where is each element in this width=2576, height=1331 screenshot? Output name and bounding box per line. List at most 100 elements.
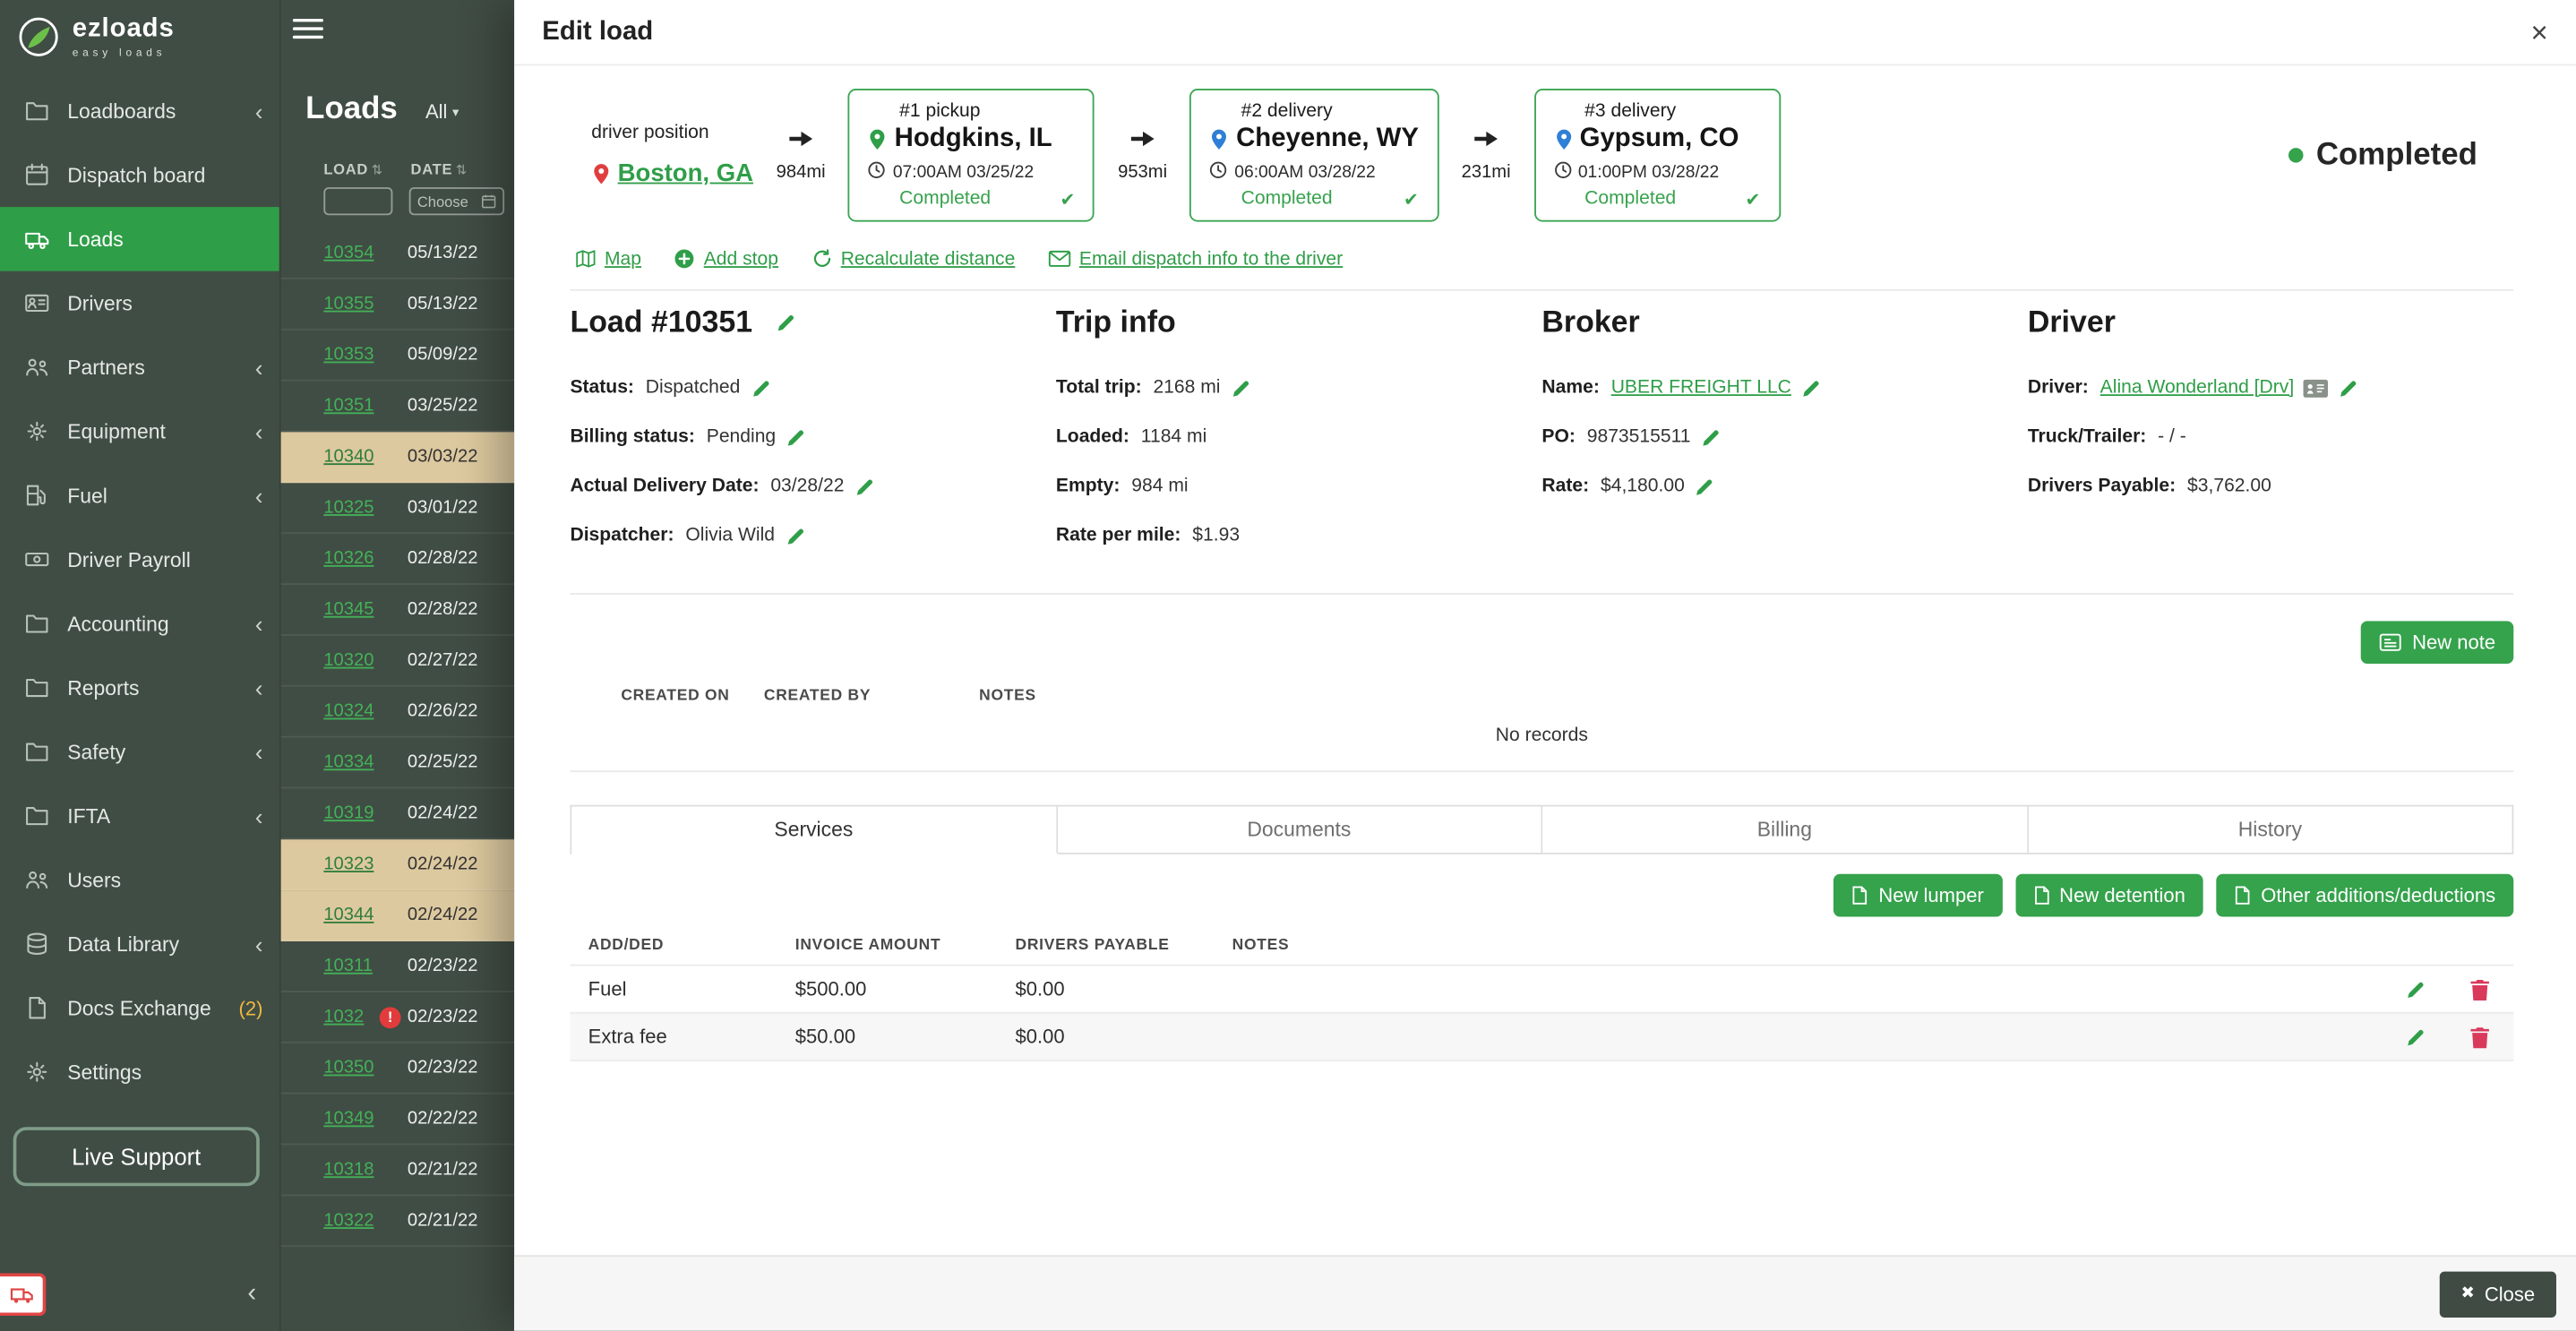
edit-icon[interactable] (785, 525, 806, 546)
load-number-link[interactable]: 10311 (323, 956, 399, 975)
load-row[interactable]: 10318 02/21/22 (281, 1145, 514, 1196)
new-note-button[interactable]: New note (2361, 621, 2513, 664)
other-additions-deductions-button[interactable]: Other additions/deductions (2217, 874, 2514, 917)
info-row: Billing status: Pending (570, 412, 1055, 461)
email-dispatch-link[interactable]: Email dispatch info to the driver (1048, 249, 1343, 269)
sidebar-item-safety[interactable]: Safety ‹ (0, 719, 279, 784)
load-number-link[interactable]: 10325 (323, 498, 399, 518)
chevron-left-icon: ‹ (255, 484, 263, 507)
load-row[interactable]: 10353 05/09/22 (281, 331, 514, 382)
tab-documents[interactable]: Documents (1057, 807, 1542, 854)
sidebar-item-reports[interactable]: Reports ‹ (0, 656, 279, 720)
load-row[interactable]: 1032 ! 02/23/22 (281, 992, 514, 1043)
load-row[interactable]: 10349 02/22/22 (281, 1095, 514, 1146)
load-row[interactable]: 10324 02/26/22 (281, 687, 514, 738)
sidebar-item-loadboards[interactable]: Loadboards ‹ (0, 79, 279, 143)
load-row[interactable]: 10326 02/28/22 (281, 534, 514, 585)
load-row[interactable]: 10320 02/27/22 (281, 636, 514, 687)
load-number-link[interactable]: 10350 (323, 1058, 399, 1078)
sidebar-item-data-library[interactable]: Data Library ‹ (0, 912, 279, 976)
brand-logo[interactable]: ezloads easy loads (0, 0, 279, 69)
load-row[interactable]: 10345 02/28/22 (281, 585, 514, 636)
load-row[interactable]: 10340 03/03/22 (281, 432, 514, 483)
sidebar-item-equipment[interactable]: Equipment ‹ (0, 399, 279, 464)
sidebar-item-loads[interactable]: Loads (0, 207, 279, 271)
date-filter-select[interactable]: Choose (409, 187, 504, 215)
new-detention-button[interactable]: New detention (2015, 874, 2203, 917)
load-number-link[interactable]: 10355 (323, 294, 399, 313)
load-row[interactable]: 10334 02/25/22 (281, 738, 514, 789)
sidebar-item-accounting[interactable]: Accounting ‹ (0, 591, 279, 656)
driver-position-link[interactable]: Boston, GA (618, 159, 753, 187)
edit-icon[interactable] (776, 312, 797, 333)
delete-icon[interactable] (2469, 976, 2491, 1001)
load-number-link[interactable]: 10353 (323, 345, 399, 365)
load-number-link[interactable]: 10354 (323, 243, 399, 262)
close-icon[interactable]: × (2531, 17, 2548, 47)
edit-icon[interactable] (1801, 377, 1823, 399)
sidebar-item-docs-exchange[interactable]: Docs Exchange (2) (0, 976, 279, 1041)
load-row[interactable]: 10351 03/25/22 (281, 382, 514, 433)
load-row[interactable]: 10354 05/13/22 (281, 228, 514, 279)
field-value-link[interactable]: Alina Wonderland [Drv] (2100, 378, 2295, 398)
delete-icon[interactable] (2469, 1025, 2491, 1050)
support-chat-icon[interactable] (0, 1273, 46, 1316)
load-number-link[interactable]: 10326 (323, 549, 399, 569)
tab-services[interactable]: Services (571, 807, 1057, 854)
load-number-link[interactable]: 10345 (323, 599, 399, 619)
menu-toggle-icon[interactable] (292, 18, 323, 39)
edit-icon[interactable] (2405, 1026, 2426, 1047)
load-row[interactable]: 10319 02/24/22 (281, 788, 514, 839)
sidebar-item-users[interactable]: Users (0, 847, 279, 912)
edit-icon[interactable] (1700, 426, 1722, 448)
edit-icon[interactable] (2405, 978, 2426, 1000)
edit-icon[interactable] (786, 426, 807, 448)
collapse-sidebar-icon[interactable]: ‹ (247, 1280, 256, 1310)
load-row[interactable]: 10325 03/01/22 (281, 483, 514, 534)
recalculate-distance-link[interactable]: Recalculate distance (811, 248, 1016, 270)
load-number-filter-input[interactable] (323, 187, 392, 215)
edit-icon[interactable] (2339, 377, 2360, 399)
sidebar-item-driver-payroll[interactable]: Driver Payroll (0, 528, 279, 592)
load-number-link[interactable]: 10319 (323, 803, 399, 823)
sidebar-item-settings[interactable]: Settings (0, 1040, 279, 1104)
load-number-link[interactable]: 10322 (323, 1211, 399, 1231)
column-header-load[interactable]: LOAD⇅ (323, 161, 410, 177)
load-number-link[interactable]: 10351 (323, 396, 399, 416)
load-row[interactable]: 10355 05/13/22 (281, 279, 514, 331)
field-value-link[interactable]: UBER FREIGHT LLC (1611, 378, 1791, 398)
load-row[interactable]: 10350 02/23/22 (281, 1043, 514, 1095)
load-number-link[interactable]: 10349 (323, 1109, 399, 1129)
load-number-link[interactable]: 10318 (323, 1160, 399, 1180)
load-row[interactable]: 10322 02/21/22 (281, 1196, 514, 1247)
sidebar-item-fuel[interactable]: Fuel ‹ (0, 463, 279, 528)
add-stop-link[interactable]: Add stop (674, 248, 778, 270)
plus-icon (674, 248, 696, 270)
load-number-link[interactable]: 10334 (323, 752, 399, 772)
map-link[interactable]: Map (575, 248, 641, 270)
load-number-link[interactable]: 10344 (323, 906, 399, 925)
loads-filter-all-dropdown[interactable]: All ▾ (425, 100, 459, 124)
load-number-link[interactable]: 10323 (323, 854, 399, 874)
sidebar-item-drivers[interactable]: Drivers (0, 271, 279, 336)
column-header-date[interactable]: DATE⇅ (411, 161, 468, 177)
edit-icon[interactable] (1231, 377, 1252, 399)
tab-billing[interactable]: Billing (1542, 807, 2028, 854)
edit-icon[interactable] (1695, 476, 1716, 497)
close-button[interactable]: ✖ Close (2440, 1271, 2556, 1317)
load-number-link[interactable]: 10324 (323, 701, 399, 721)
edit-icon[interactable] (750, 377, 771, 399)
edit-icon[interactable] (854, 476, 875, 497)
tab-history[interactable]: History (2028, 807, 2512, 854)
load-number-link[interactable]: 10320 (323, 650, 399, 670)
live-support-button[interactable]: Live Support (13, 1127, 260, 1186)
new-lumper-button[interactable]: New lumper (1834, 874, 2002, 917)
load-number-link[interactable]: 10340 (323, 447, 399, 467)
sidebar-item-dispatch-board[interactable]: Dispatch board (0, 143, 279, 208)
load-row[interactable]: 10323 02/24/22 (281, 839, 514, 890)
sidebar-item-ifta[interactable]: IFTA ‹ (0, 784, 279, 848)
driver-card-icon[interactable] (2304, 379, 2329, 397)
load-row[interactable]: 10344 02/24/22 (281, 890, 514, 941)
load-row[interactable]: 10311 02/23/22 (281, 941, 514, 992)
sidebar-item-partners[interactable]: Partners ‹ (0, 335, 279, 399)
